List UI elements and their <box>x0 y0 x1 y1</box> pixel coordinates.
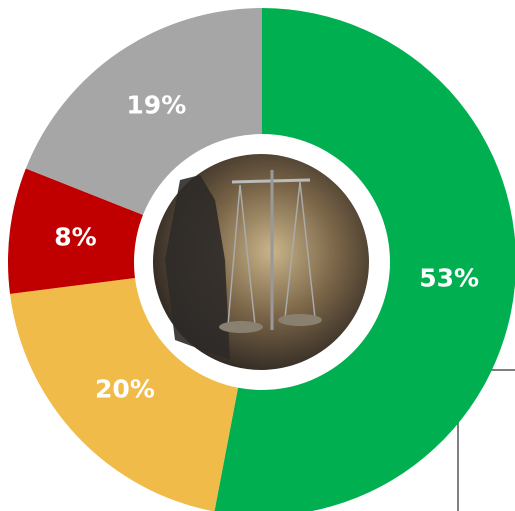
slice <box>7 168 151 294</box>
slice <box>10 277 240 511</box>
data-label: 8% <box>54 222 96 251</box>
data-label: 53% <box>419 264 479 293</box>
slices <box>7 8 515 511</box>
slice <box>25 8 262 218</box>
data-label: 20% <box>95 375 155 404</box>
center-image <box>153 154 369 370</box>
data-label: 19% <box>126 91 186 120</box>
labels: 53% 20% 8% 19% <box>54 91 479 404</box>
